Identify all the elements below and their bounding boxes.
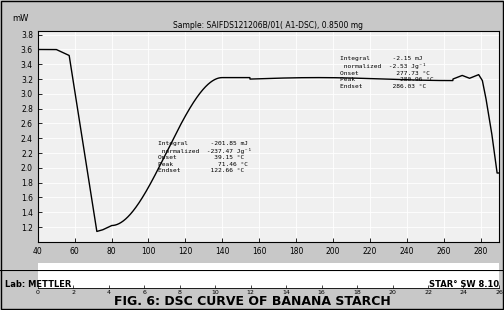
Text: Lab: METTLER: Lab: METTLER xyxy=(5,280,72,289)
Text: mW: mW xyxy=(13,14,29,23)
Text: STAR° SW 8.10: STAR° SW 8.10 xyxy=(429,280,499,289)
Title: Sample: SAIFDS121206B/01( A1-DSC), 0.8500 mg: Sample: SAIFDS121206B/01( A1-DSC), 0.850… xyxy=(173,21,363,30)
Text: FIG. 6: DSC CURVE OF BANANA STARCH: FIG. 6: DSC CURVE OF BANANA STARCH xyxy=(113,295,391,308)
Text: Integral      -2.15 mJ
 normalized  -2.53 Jg⁻¹
Onset          277.73 °C
Peak    : Integral -2.15 mJ normalized -2.53 Jg⁻¹ … xyxy=(340,56,433,89)
Text: Integral      -201.85 mJ
 normalized  -237.47 Jg⁻¹
Onset          39.15 °C
Peak : Integral -201.85 mJ normalized -237.47 J… xyxy=(158,141,251,173)
